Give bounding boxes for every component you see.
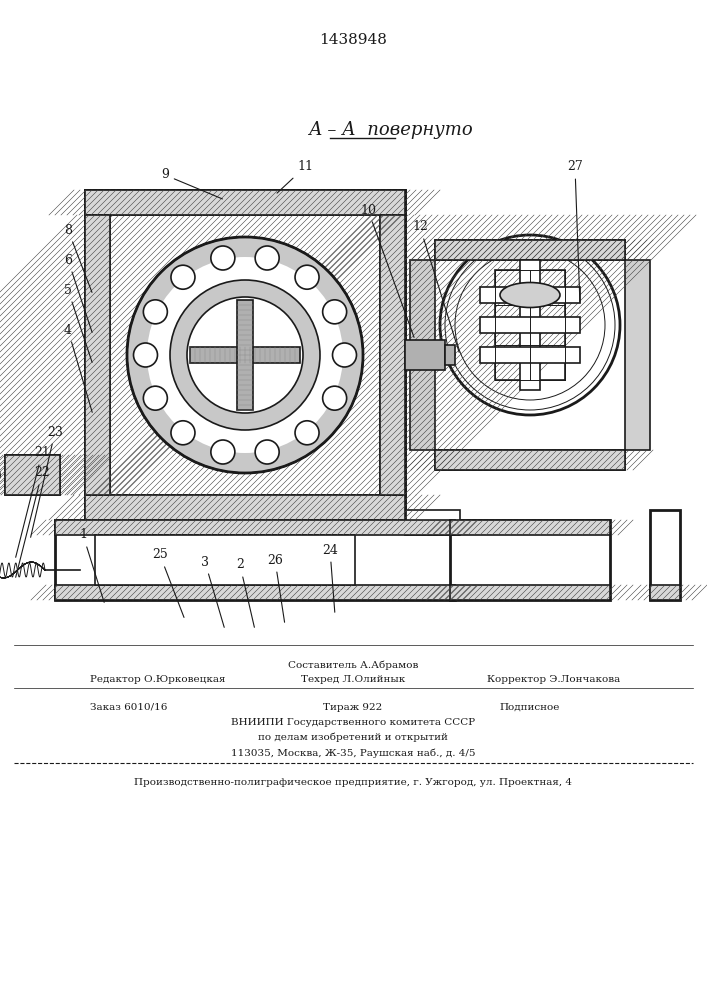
Text: 27: 27 bbox=[567, 160, 583, 302]
Text: 1: 1 bbox=[79, 528, 104, 602]
Bar bbox=[110, 215, 380, 495]
Bar bbox=[85, 495, 405, 520]
Circle shape bbox=[255, 246, 279, 270]
Circle shape bbox=[211, 246, 235, 270]
Text: А – А  повернуто: А – А повернуто bbox=[308, 121, 472, 139]
Text: 3: 3 bbox=[201, 556, 224, 627]
Text: 26: 26 bbox=[267, 554, 285, 622]
Bar bbox=[85, 190, 405, 520]
Circle shape bbox=[127, 237, 363, 473]
Text: 10: 10 bbox=[360, 204, 414, 337]
Circle shape bbox=[170, 280, 320, 430]
Bar bbox=[410, 260, 435, 450]
Text: 113035, Москва, Ж-35, Раушская наб., д. 4/5: 113035, Москва, Ж-35, Раушская наб., д. … bbox=[230, 748, 475, 758]
Text: Фиг. 2: Фиг. 2 bbox=[226, 571, 284, 589]
Bar bbox=[480, 317, 580, 333]
Bar bbox=[85, 190, 405, 520]
Text: 5: 5 bbox=[64, 284, 92, 362]
Bar bbox=[5, 455, 60, 495]
Circle shape bbox=[440, 235, 620, 415]
Text: 6: 6 bbox=[64, 253, 92, 332]
Text: Тираж 922: Тираж 922 bbox=[323, 703, 382, 712]
Bar bbox=[55, 520, 455, 535]
Bar bbox=[5, 455, 60, 495]
Circle shape bbox=[171, 421, 195, 445]
Bar bbox=[445, 345, 455, 365]
Bar bbox=[450, 585, 610, 600]
Bar bbox=[650, 585, 680, 600]
Text: 23: 23 bbox=[30, 426, 63, 537]
Text: 21: 21 bbox=[16, 446, 50, 557]
Bar bbox=[55, 520, 455, 600]
Text: Производственно-полиграфическое предприятие, г. Ужгород, ул. Проектная, 4: Производственно-полиграфическое предприя… bbox=[134, 778, 572, 787]
Circle shape bbox=[322, 300, 346, 324]
Circle shape bbox=[295, 265, 319, 289]
Text: Корректор Э.Лончакова: Корректор Э.Лончакова bbox=[486, 675, 620, 684]
Ellipse shape bbox=[500, 282, 560, 308]
Text: 22: 22 bbox=[16, 466, 50, 577]
Text: Подписное: Подписное bbox=[500, 703, 560, 712]
Bar bbox=[520, 260, 540, 390]
Bar bbox=[405, 340, 445, 370]
Circle shape bbox=[332, 343, 356, 367]
Text: 24: 24 bbox=[322, 544, 338, 612]
Bar bbox=[650, 510, 680, 600]
Circle shape bbox=[211, 440, 235, 464]
Text: ВНИИПИ Государственного комитета СССР: ВНИИПИ Государственного комитета СССР bbox=[231, 718, 475, 727]
Bar bbox=[55, 585, 455, 600]
Text: 25: 25 bbox=[152, 548, 184, 617]
Circle shape bbox=[171, 265, 195, 289]
Bar bbox=[480, 347, 580, 363]
Bar bbox=[380, 215, 405, 495]
Text: 12: 12 bbox=[412, 221, 459, 352]
Bar bbox=[435, 240, 625, 260]
Text: Заказ 6010/16: Заказ 6010/16 bbox=[90, 703, 168, 712]
Text: 8: 8 bbox=[64, 224, 92, 292]
Text: 11: 11 bbox=[277, 160, 313, 193]
Circle shape bbox=[144, 386, 168, 410]
Bar bbox=[625, 260, 650, 450]
Bar bbox=[237, 300, 253, 410]
Text: по делам изобретений и открытий: по делам изобретений и открытий bbox=[258, 733, 448, 742]
Bar bbox=[480, 287, 580, 303]
Bar bbox=[435, 240, 625, 260]
Text: Составитель А.Абрамов: Составитель А.Абрамов bbox=[288, 660, 418, 670]
Circle shape bbox=[295, 421, 319, 445]
Circle shape bbox=[147, 257, 343, 453]
Bar bbox=[435, 450, 625, 470]
Bar bbox=[190, 347, 300, 363]
Text: 9: 9 bbox=[161, 168, 223, 199]
Bar bbox=[95, 535, 355, 585]
Bar bbox=[450, 520, 610, 600]
Bar bbox=[405, 510, 460, 535]
Circle shape bbox=[127, 237, 363, 473]
Text: 4: 4 bbox=[64, 324, 92, 412]
Circle shape bbox=[255, 440, 279, 464]
Circle shape bbox=[144, 300, 168, 324]
Circle shape bbox=[322, 386, 346, 410]
Text: 1438948: 1438948 bbox=[319, 33, 387, 47]
Circle shape bbox=[134, 343, 158, 367]
Circle shape bbox=[187, 297, 303, 413]
Text: Техред Л.Олийнык: Техред Л.Олийнык bbox=[301, 675, 405, 684]
Bar bbox=[450, 520, 610, 535]
Bar bbox=[85, 215, 110, 495]
Bar bbox=[435, 450, 625, 470]
Text: Редактор О.Юрковецкая: Редактор О.Юрковецкая bbox=[90, 675, 226, 684]
Bar bbox=[85, 190, 405, 215]
Bar bbox=[495, 270, 565, 380]
Text: 2: 2 bbox=[236, 558, 255, 627]
